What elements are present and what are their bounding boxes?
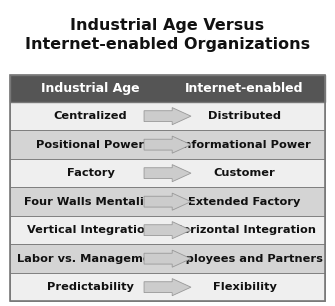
Bar: [10, 159, 325, 187]
FancyArrow shape: [144, 136, 191, 153]
Bar: [10, 244, 325, 273]
Bar: [10, 102, 325, 130]
FancyArrow shape: [144, 165, 191, 182]
Text: Employees and Partners: Employees and Partners: [166, 254, 323, 264]
FancyArrow shape: [144, 193, 191, 210]
Text: Customer: Customer: [214, 168, 275, 178]
Text: Positional Power: Positional Power: [37, 140, 144, 150]
Text: Extended Factory: Extended Factory: [188, 197, 301, 207]
Bar: [10, 187, 325, 216]
FancyArrow shape: [144, 250, 191, 267]
Bar: [10, 75, 325, 102]
Text: Distributed: Distributed: [208, 111, 281, 121]
Text: Informational Power: Informational Power: [179, 140, 311, 150]
Text: Flexibility: Flexibility: [213, 282, 276, 292]
Text: Labor vs. Management: Labor vs. Management: [17, 254, 164, 264]
Text: Predictability: Predictability: [47, 282, 134, 292]
Text: Internet-enabled: Internet-enabled: [185, 82, 304, 95]
Text: Factory: Factory: [67, 168, 114, 178]
FancyArrow shape: [144, 108, 191, 125]
Bar: [10, 130, 325, 159]
Bar: [10, 273, 325, 301]
Bar: [10, 75, 325, 301]
FancyArrow shape: [144, 278, 191, 296]
Bar: [10, 216, 325, 244]
Text: Four Walls Mentality: Four Walls Mentality: [24, 197, 157, 207]
Text: Vertical Integration: Vertical Integration: [27, 225, 153, 235]
Text: Centralized: Centralized: [54, 111, 127, 121]
Text: Industrial Age: Industrial Age: [41, 82, 140, 95]
FancyArrow shape: [144, 222, 191, 239]
Text: Horizontal Integration: Horizontal Integration: [173, 225, 316, 235]
Text: Industrial Age Versus
Internet-enabled Organizations: Industrial Age Versus Internet-enabled O…: [25, 18, 310, 52]
